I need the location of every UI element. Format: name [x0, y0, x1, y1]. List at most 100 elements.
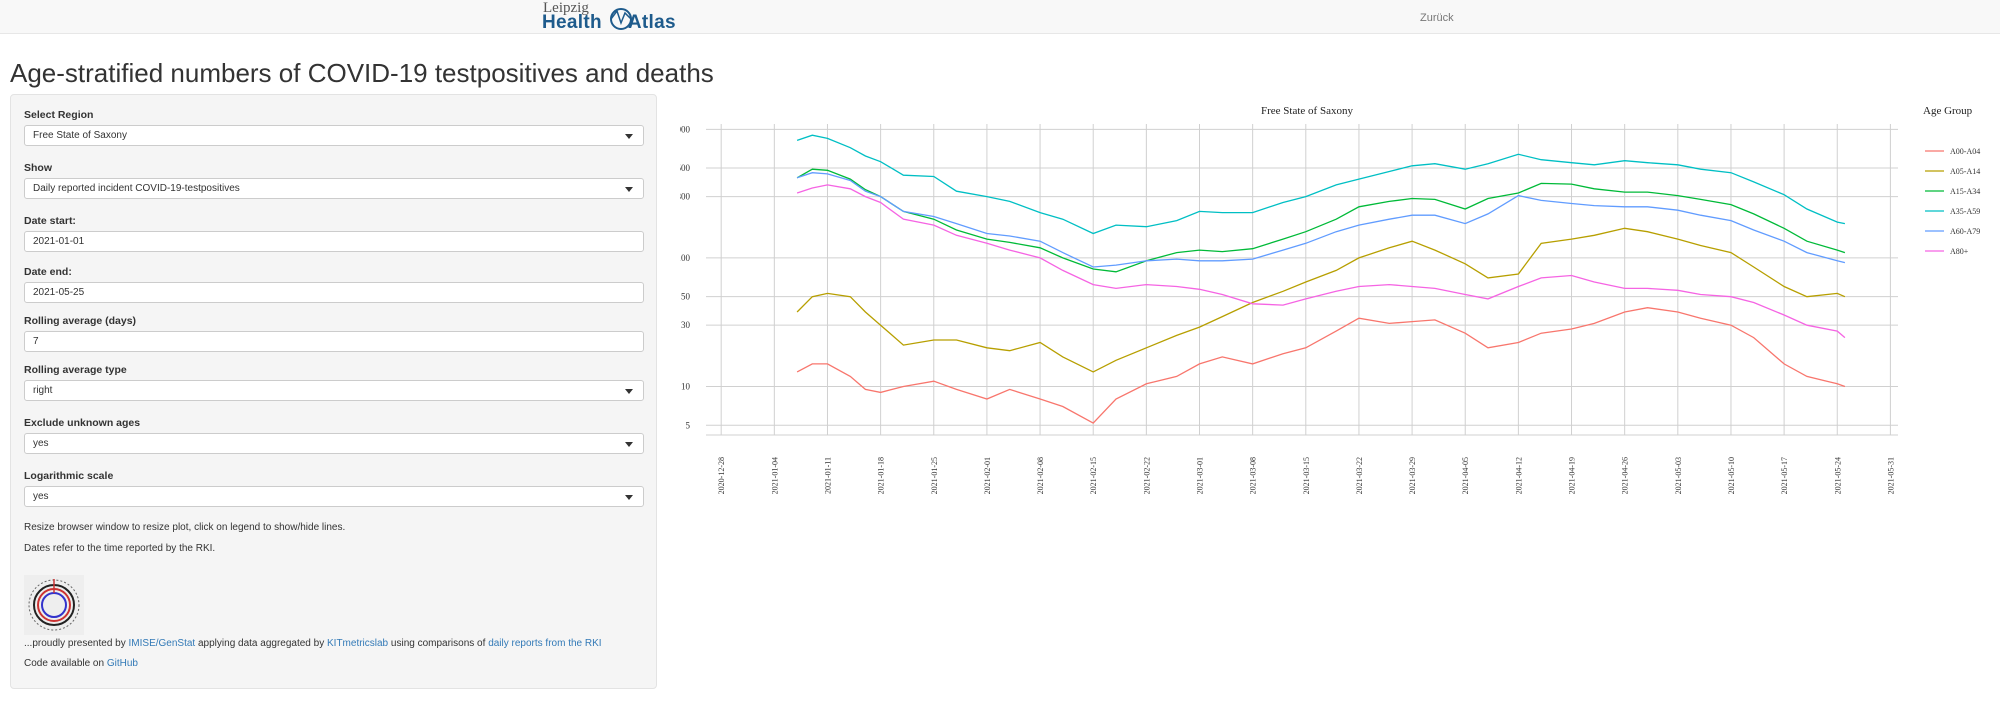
- date-end-label: Date end:: [24, 266, 72, 278]
- code-line: Code available on GitHub: [24, 658, 138, 669]
- x-tick-label: 2021-02-15: [1089, 457, 1098, 494]
- github-link[interactable]: GitHub: [106, 658, 138, 669]
- show-select-value: Daily reported incident COVID-19-testpos…: [33, 183, 240, 194]
- resize-note: Resize browser window to resize plot, cl…: [24, 522, 346, 533]
- log-select[interactable]: yes: [24, 486, 644, 507]
- imise-link[interactable]: IMISE/GenStat: [128, 638, 196, 649]
- date-start-label: Date start:: [24, 215, 76, 227]
- x-tick-label: 2021-05-10: [1727, 457, 1736, 494]
- logo-word-health: Health: [542, 12, 602, 33]
- kitmetricslab-link[interactable]: KITmetricslab: [327, 638, 389, 649]
- x-tick-label: 2021-04-05: [1461, 457, 1470, 494]
- date-start-input[interactable]: 2021-01-01: [24, 231, 644, 252]
- rolling-type-select[interactable]: right: [24, 380, 644, 401]
- x-tick-label: 2021-01-04: [770, 457, 779, 494]
- legend-label[interactable]: A60-A79: [1950, 227, 1980, 236]
- region-label: Select Region: [24, 109, 94, 121]
- series-line-a15-a34: [796, 168, 1846, 273]
- x-tick-label: 2020-12-28: [717, 457, 726, 494]
- y-tick-label: 30: [681, 320, 691, 330]
- chart-legend[interactable]: A00-A04 A05-A14 A15-A34 A35-A59 A60-A79 A80+: [1925, 147, 1980, 256]
- legend-label[interactable]: A35-A59: [1950, 207, 1980, 216]
- series-line-a80+: [796, 184, 1846, 339]
- exclude-select[interactable]: yes: [24, 433, 644, 454]
- rolling-days-label: Rolling average (days): [24, 315, 137, 327]
- credits-mid2: using comparisons of: [390, 638, 486, 649]
- series-line-a00-a04: [796, 307, 1846, 424]
- chevron-down-icon: [625, 134, 633, 139]
- navbar: Leipzig Health Atlas Zurück: [0, 0, 2000, 34]
- rolling-days-input[interactable]: 7: [24, 331, 644, 352]
- chevron-down-icon: [625, 389, 633, 394]
- y-tick-label: 10: [681, 382, 691, 392]
- x-tick-label: 2021-03-22: [1355, 457, 1364, 494]
- log-label: Logarithmic scale: [24, 470, 114, 482]
- region-select-value: Free State of Saxony: [33, 130, 127, 141]
- x-tick-label: 2021-05-17: [1780, 457, 1789, 494]
- sidebar-panel: Select Region Free State of Saxony Show …: [10, 94, 657, 689]
- legend-title: Age Group: [1923, 105, 1973, 117]
- x-tick-label: 2021-03-29: [1408, 457, 1417, 494]
- health-atlas-logo[interactable]: Leipzig Health Atlas: [541, 0, 681, 34]
- x-tick-label: 2021-04-26: [1621, 457, 1630, 494]
- log-value: yes: [33, 491, 49, 502]
- x-tick-label: 2021-05-24: [1833, 457, 1842, 494]
- x-tick-label: 2021-01-18: [877, 457, 886, 494]
- x-tick-label: 2021-04-19: [1568, 457, 1577, 494]
- chart-series: [796, 134, 1846, 424]
- chart-title: Free State of Saxony: [1261, 105, 1353, 117]
- x-tick-label: 2021-02-22: [1142, 457, 1151, 494]
- chart-grid: [706, 124, 1898, 436]
- y-axis: 5 10 30 50 100 300 500 1,000: [680, 124, 691, 430]
- y-tick-label: 300: [680, 192, 691, 202]
- x-tick-label: 2021-02-01: [983, 457, 992, 494]
- exclude-value: yes: [33, 438, 49, 449]
- page-title: Age-stratified numbers of COVID-19 testp…: [10, 58, 714, 88]
- date-end-input[interactable]: 2021-05-25: [24, 282, 644, 303]
- chevron-down-icon: [625, 187, 633, 192]
- x-tick-label: 2021-01-25: [930, 457, 939, 494]
- x-tick-label: 2021-03-08: [1249, 457, 1258, 494]
- y-tick-label: 5: [686, 420, 691, 430]
- logo-word-atlas: Atlas: [627, 12, 676, 33]
- region-select[interactable]: Free State of Saxony: [24, 125, 644, 146]
- x-tick-label: 2021-05-31: [1886, 457, 1895, 494]
- globe-icon: [610, 8, 632, 30]
- legend-label[interactable]: A05-A14: [1950, 167, 1980, 176]
- chevron-down-icon: [625, 442, 633, 447]
- y-tick-label: 1,000: [680, 124, 691, 134]
- show-label: Show: [24, 162, 52, 174]
- back-link[interactable]: Zurück: [1420, 12, 1454, 24]
- dates-note: Dates refer to the time reported by the …: [24, 543, 216, 554]
- exclude-label: Exclude unknown ages: [24, 417, 141, 429]
- credits-line: ...proudly presented by IMISE/GenStat ap…: [24, 638, 602, 649]
- chevron-down-icon: [625, 495, 633, 500]
- rolling-type-label: Rolling average type: [24, 364, 127, 376]
- code-prefix: Code available on: [24, 658, 105, 669]
- y-tick-label: 500: [680, 163, 691, 173]
- y-tick-label: 50: [681, 292, 691, 302]
- x-axis: 2020-12-28 2021-01-04 2021-01-11 2021-01-18…: [717, 457, 1895, 494]
- covid-line-chart: Free State of Saxony 5 10 30 50 100 300 500 1,0…: [680, 105, 1980, 494]
- legend-label[interactable]: A80+: [1950, 247, 1969, 256]
- rolling-type-value: right: [33, 385, 53, 396]
- legend-label[interactable]: A00-A04: [1950, 147, 1980, 156]
- series-line-a60-a79: [796, 172, 1846, 268]
- show-select[interactable]: Daily reported incident COVID-19-testpos…: [24, 178, 644, 199]
- credits-mid1: applying data aggregated by: [198, 638, 325, 649]
- x-tick-label: 2021-03-01: [1196, 457, 1205, 494]
- series-line-a35-a59: [796, 134, 1846, 235]
- legend-label[interactable]: A15-A34: [1950, 187, 1980, 196]
- y-tick-label: 100: [680, 253, 691, 263]
- imise-logo-icon: [24, 575, 84, 635]
- x-tick-label: 2021-04-12: [1514, 457, 1523, 494]
- credits-prefix: ...proudly presented by: [24, 638, 126, 649]
- x-tick-label: 2021-03-15: [1302, 457, 1311, 494]
- rki-reports-link[interactable]: daily reports from the RKI: [488, 638, 602, 649]
- logo-top-text: Leipzig: [543, 0, 589, 16]
- x-tick-label: 2021-01-11: [823, 457, 832, 494]
- series-line-a05-a14: [796, 227, 1846, 373]
- x-tick-label: 2021-02-08: [1036, 457, 1045, 494]
- x-tick-label: 2021-05-03: [1674, 457, 1683, 494]
- logo-bottom-text: Health Atlas: [542, 12, 676, 34]
